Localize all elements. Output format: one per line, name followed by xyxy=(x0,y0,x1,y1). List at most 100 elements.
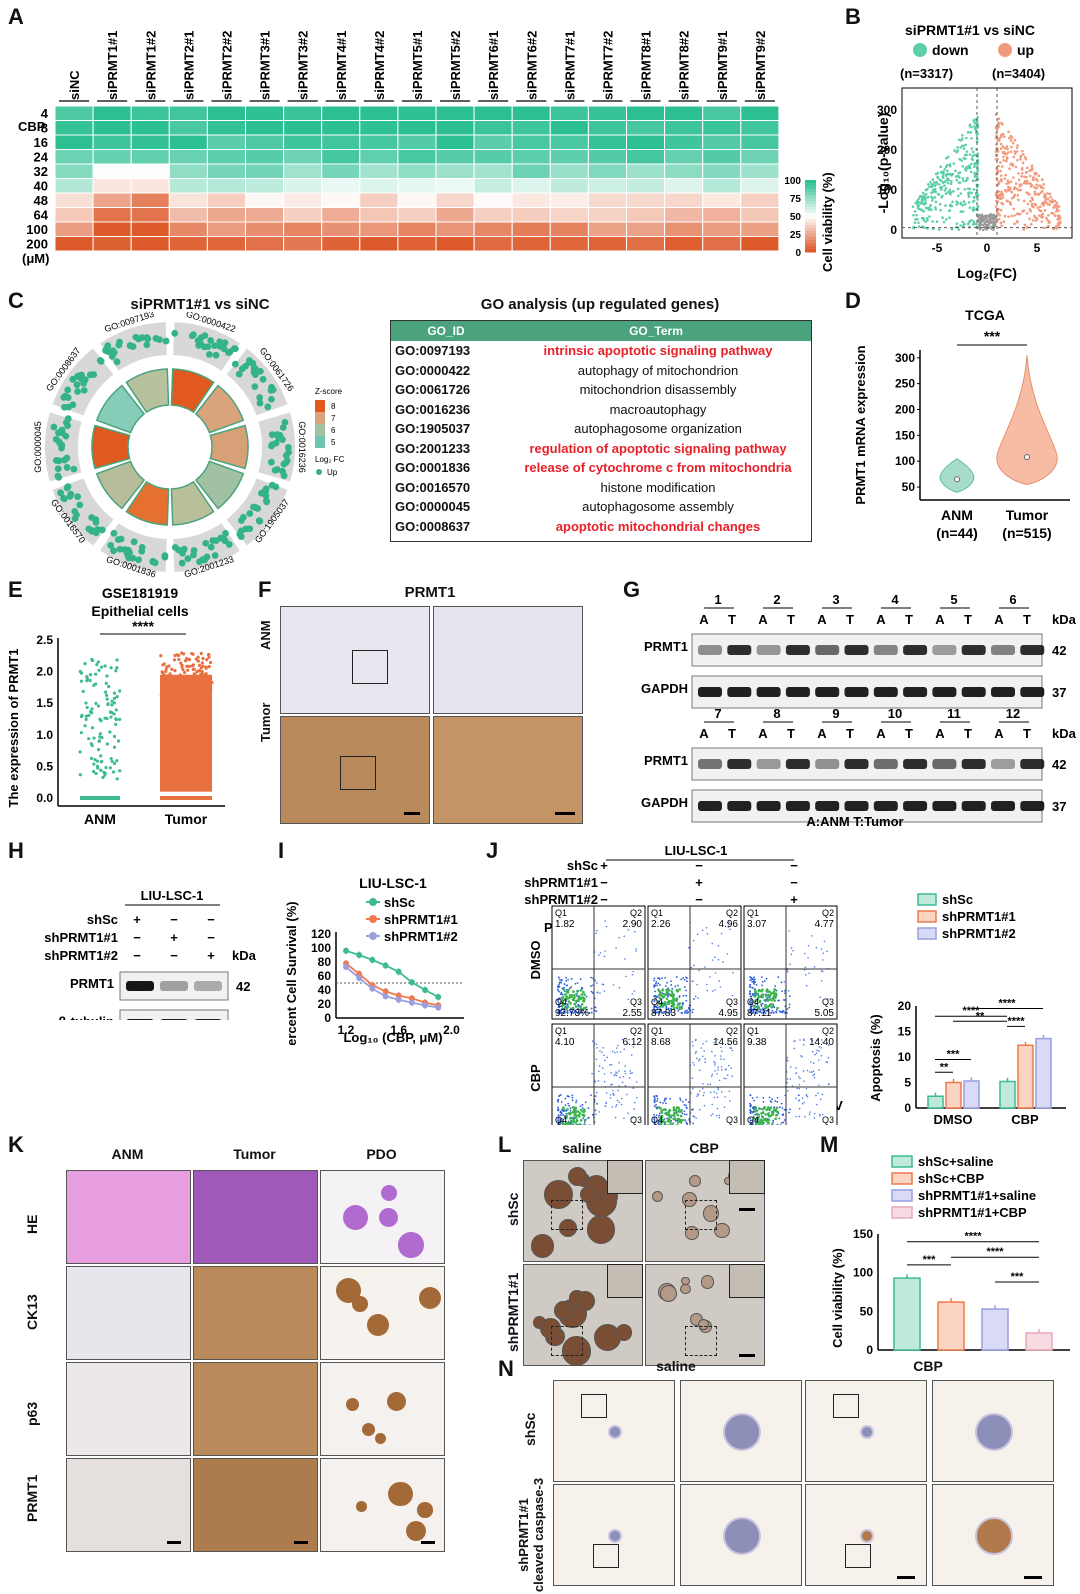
e-point-tumor xyxy=(180,663,184,667)
j-event-core xyxy=(668,1114,672,1117)
b-point xyxy=(959,192,963,195)
j-q-name: Q2 xyxy=(726,1026,738,1036)
b-point xyxy=(1003,214,1007,218)
c-gene-dot xyxy=(237,527,245,535)
go-row-term: autophagosome organization xyxy=(574,421,742,436)
j-event-apop xyxy=(633,1101,636,1104)
b-point xyxy=(1040,202,1044,205)
j-event-core xyxy=(673,1117,677,1121)
a-cell xyxy=(168,221,208,237)
a-col-label: siPRMT3#2 xyxy=(296,31,311,100)
b-point xyxy=(1043,226,1046,230)
go-rows: GO:0097193 intrinsic apoptotic signaling … xyxy=(391,341,811,536)
a-col-label: siPRMT1#1 xyxy=(105,31,120,100)
go-row: GO:0000045 autophagosome assembly xyxy=(391,497,811,517)
a-cell xyxy=(168,236,208,252)
b-point xyxy=(1025,212,1029,215)
j-event xyxy=(564,1104,567,1107)
panel-label-f: F xyxy=(258,577,272,602)
j-event-core xyxy=(754,1109,757,1113)
j-event xyxy=(684,1104,687,1107)
n-organoid xyxy=(608,1529,622,1543)
j-event xyxy=(749,1009,752,1012)
b-point xyxy=(937,228,941,231)
a-cell xyxy=(359,163,399,179)
m-legend-swatch xyxy=(891,1189,913,1202)
c-gene-dot xyxy=(211,552,219,559)
j-event-apop xyxy=(591,1072,593,1075)
jb-xtick: DMSO xyxy=(934,1112,973,1127)
j-event-apop xyxy=(710,1114,713,1117)
j-event xyxy=(557,1011,560,1014)
j-event xyxy=(670,1011,673,1014)
j-event-core xyxy=(775,1106,779,1110)
j-event xyxy=(594,1109,597,1112)
l-organoid xyxy=(702,1205,720,1222)
e-point-tumor xyxy=(207,655,211,659)
e-point-anm xyxy=(85,677,89,681)
b-point xyxy=(1005,152,1008,156)
c-go-label: GO:0000045 xyxy=(33,421,43,473)
b-point xyxy=(1010,196,1014,200)
a-cell xyxy=(664,105,704,121)
j-event-apop xyxy=(626,920,628,922)
panel-label-b: B xyxy=(845,4,861,29)
g-pair-num: 11 xyxy=(947,706,961,721)
b-point xyxy=(962,200,966,203)
j-event-apop xyxy=(803,1101,806,1104)
b-point-ns xyxy=(980,219,984,223)
j-event xyxy=(781,1114,784,1116)
a-cell xyxy=(283,178,323,194)
c-gene-dot xyxy=(143,334,151,341)
j-event-core xyxy=(753,995,757,998)
n-row-label-line2: cleaved caspase-3 xyxy=(531,1477,546,1593)
g-lane-a: A xyxy=(699,612,709,627)
c-gene-dot xyxy=(246,510,254,517)
a-cell xyxy=(435,221,475,237)
a-cell xyxy=(359,105,399,121)
j-q-value: 87.11 xyxy=(747,1008,772,1019)
j-event-core xyxy=(662,995,666,999)
g-lane-a: A xyxy=(758,612,768,627)
e-point-anm xyxy=(105,697,109,701)
j-event xyxy=(567,978,570,981)
j-event-core xyxy=(658,996,662,1000)
j-event-apop xyxy=(596,1091,598,1094)
e-point-anm xyxy=(84,717,88,722)
j-event-apop xyxy=(787,990,790,992)
b-point xyxy=(998,193,1002,197)
b-point xyxy=(1003,147,1007,150)
b-point xyxy=(1005,182,1008,185)
l-zoom-box xyxy=(551,1200,583,1230)
b-point xyxy=(1030,202,1034,206)
c-gene-dot xyxy=(284,444,292,451)
e-point-anm xyxy=(97,739,101,743)
e-ytick: 1.5 xyxy=(36,696,53,710)
j-event-core xyxy=(670,1001,674,1005)
b-point xyxy=(999,161,1002,164)
a-cell xyxy=(473,236,513,252)
a-cell xyxy=(511,192,551,208)
g-band xyxy=(1020,687,1045,697)
j-event-apop xyxy=(603,1054,605,1057)
a-col-label: siPRMT7#2 xyxy=(600,31,615,100)
j-event-apop xyxy=(631,993,634,995)
c-gene-dot xyxy=(149,558,157,566)
m-legend-label: shPRMT1#1+CBP xyxy=(918,1205,1027,1220)
g-band xyxy=(1020,645,1045,655)
d-sig: *** xyxy=(984,328,1001,344)
b-point xyxy=(930,185,934,189)
a-cell xyxy=(587,163,628,179)
j-event xyxy=(678,1008,681,1010)
e-point-tumor xyxy=(194,695,198,699)
b-point xyxy=(933,196,937,199)
b-point xyxy=(973,175,977,178)
j-event xyxy=(558,1005,561,1008)
b-point xyxy=(1009,139,1013,142)
c-gene-dot xyxy=(80,386,88,394)
b-point xyxy=(1055,210,1058,213)
j-event xyxy=(750,1001,753,1004)
a-cell xyxy=(397,105,437,121)
j-event-apop xyxy=(690,1092,692,1094)
j-event-core xyxy=(560,1000,564,1004)
